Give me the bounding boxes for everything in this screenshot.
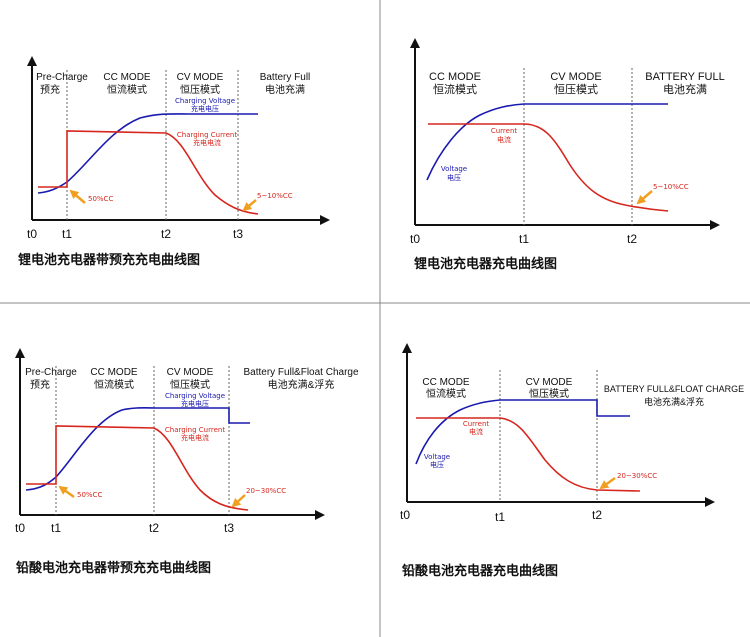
stage-label-en: CC MODE (103, 72, 151, 83)
stage-label-zh: 恒压模式 (529, 387, 569, 400)
panel-caption: 铅酸电池充电器充电曲线图 (402, 563, 558, 579)
end-current-note: 5~10%CC (257, 192, 293, 200)
end-current-arrow (636, 190, 653, 205)
current-label: 充电电流 (193, 138, 221, 147)
tick-label: t3 (233, 227, 243, 241)
voltage-label: Charging Voltage (175, 97, 235, 105)
stage-label-zh: 预充 (30, 378, 50, 391)
stage-label-en: BATTERY FULL (645, 71, 724, 83)
panel-caption: 锂电池充电器充电曲线图 (414, 256, 557, 272)
stage-label-zh: 恒压模式 (554, 83, 598, 96)
tick-label: t0 (15, 521, 25, 535)
voltage-label: Charging Voltage (165, 392, 225, 400)
current-curve (26, 425, 249, 511)
voltage-label: 电压 (447, 173, 461, 182)
precharge-note: 50%CC (88, 195, 113, 203)
stage-label-en: Battery Full (260, 72, 311, 83)
voltage-curve (25, 407, 250, 491)
stage-label-en: CC MODE (90, 367, 138, 378)
voltage-label: Voltage (424, 453, 450, 461)
voltage-curve (37, 113, 258, 194)
tick-label: t1 (495, 510, 505, 524)
tick-label: t1 (51, 521, 61, 535)
current-curve (428, 123, 669, 212)
end-current-note: 5~10%CC (653, 183, 689, 191)
tick-label: t2 (161, 227, 171, 241)
tick-label: t0 (400, 508, 410, 522)
voltage-label: Voltage (441, 165, 467, 173)
stage-label-zh: 恒流模式 (433, 82, 477, 96)
tick-label: t2 (627, 232, 637, 246)
current-curve (38, 130, 259, 215)
precharge-arrow (69, 189, 86, 204)
stage-label-en: BATTERY FULL&FLOAT CHARGE (604, 384, 744, 394)
stage-label-zh: 恒压模式 (180, 83, 220, 96)
stage-label-zh: 恒流模式 (107, 83, 147, 96)
current-label: Current (463, 420, 490, 428)
panel-lead-acid-precharge: Pre-Charge 预充 CC MODE 恒流模式 CV MODE 恒压模式 … (15, 348, 359, 576)
panel-li-standard: CC MODE 恒流模式 CV MODE 恒压模式 BATTERY FULL 电… (410, 38, 725, 272)
current-label: Charging Current (177, 131, 237, 139)
stage-label-en: Pre-Charge (36, 72, 88, 83)
tick-label: t1 (519, 232, 529, 246)
current-curve (416, 417, 641, 492)
voltage-label: 充电电压 (191, 104, 219, 113)
tick-label: t2 (592, 508, 602, 522)
panel-caption: 铅酸电池充电器带预充充电曲线图 (16, 560, 211, 576)
end-current-arrow (242, 199, 257, 212)
panel-caption: 锂电池充电器带预充充电曲线图 (18, 252, 200, 268)
tick-label: t1 (62, 227, 72, 241)
current-label: 充电电流 (181, 433, 209, 442)
precharge-arrow (58, 485, 75, 499)
current-label: 电流 (469, 427, 483, 436)
current-label: Charging Current (165, 426, 225, 434)
stage-label-zh: 电池充满 (265, 83, 305, 96)
stage-label-en: CC MODE (429, 71, 481, 83)
end-current-note: 20~30%CC (246, 487, 286, 495)
stage-label-en: Battery Full&Float Charge (243, 367, 358, 378)
stage-label-en: CV MODE (550, 71, 601, 83)
end-current-arrow (231, 494, 246, 508)
stage-label-zh: 恒压模式 (170, 378, 210, 391)
voltage-curve (426, 103, 668, 181)
voltage-label: 充电电压 (181, 399, 209, 408)
end-current-note: 20~30%CC (617, 472, 657, 480)
stage-label-zh: 恒流模式 (94, 378, 134, 391)
stage-label-en: Pre-Charge (25, 367, 77, 378)
panel-li-precharge: Pre-Charge 预充 CC MODE 恒流模式 CV MODE 恒压模式 … (18, 56, 330, 268)
stage-label-zh: 恒流模式 (426, 387, 466, 400)
end-current-arrow (599, 476, 616, 490)
current-label: 电流 (497, 135, 511, 144)
precharge-note: 50%CC (77, 491, 102, 499)
stage-label-zh: 电池充满 (663, 82, 707, 96)
stage-label-zh: 预充 (40, 83, 60, 96)
tick-label: t2 (149, 521, 159, 535)
voltage-curve (415, 399, 630, 465)
stage-label-en: CV MODE (167, 367, 214, 378)
voltage-label: 电压 (430, 460, 444, 469)
tick-label: t3 (224, 521, 234, 535)
stage-label-en: CV MODE (526, 377, 573, 388)
tick-label: t0 (410, 232, 420, 246)
tick-label: t0 (27, 227, 37, 241)
stage-label-en: CV MODE (177, 72, 224, 83)
stage-label-zh: 电池充满&浮充 (644, 396, 704, 407)
current-label: Current (491, 127, 518, 135)
panel-lead-acid-standard: CC MODE 恒流模式 CV MODE 恒压模式 BATTERY FULL&F… (400, 343, 744, 579)
stage-label-zh: 电池充满&浮充 (268, 378, 335, 391)
stage-label-en: CC MODE (422, 377, 470, 388)
